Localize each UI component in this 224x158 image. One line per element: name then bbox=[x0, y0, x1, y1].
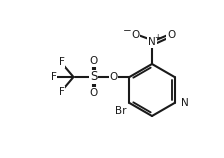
Text: N: N bbox=[181, 98, 188, 108]
Text: O: O bbox=[167, 30, 175, 40]
Text: −: − bbox=[123, 26, 131, 36]
Text: +: + bbox=[154, 33, 160, 42]
Text: O: O bbox=[109, 72, 118, 82]
Text: F: F bbox=[58, 87, 65, 97]
Text: S: S bbox=[90, 70, 97, 83]
Text: F: F bbox=[58, 57, 65, 67]
Text: F: F bbox=[51, 72, 56, 82]
Text: O: O bbox=[131, 30, 139, 40]
Text: O: O bbox=[89, 88, 98, 98]
Text: Br: Br bbox=[115, 106, 127, 116]
Text: N: N bbox=[148, 37, 156, 47]
Text: O: O bbox=[89, 56, 98, 66]
